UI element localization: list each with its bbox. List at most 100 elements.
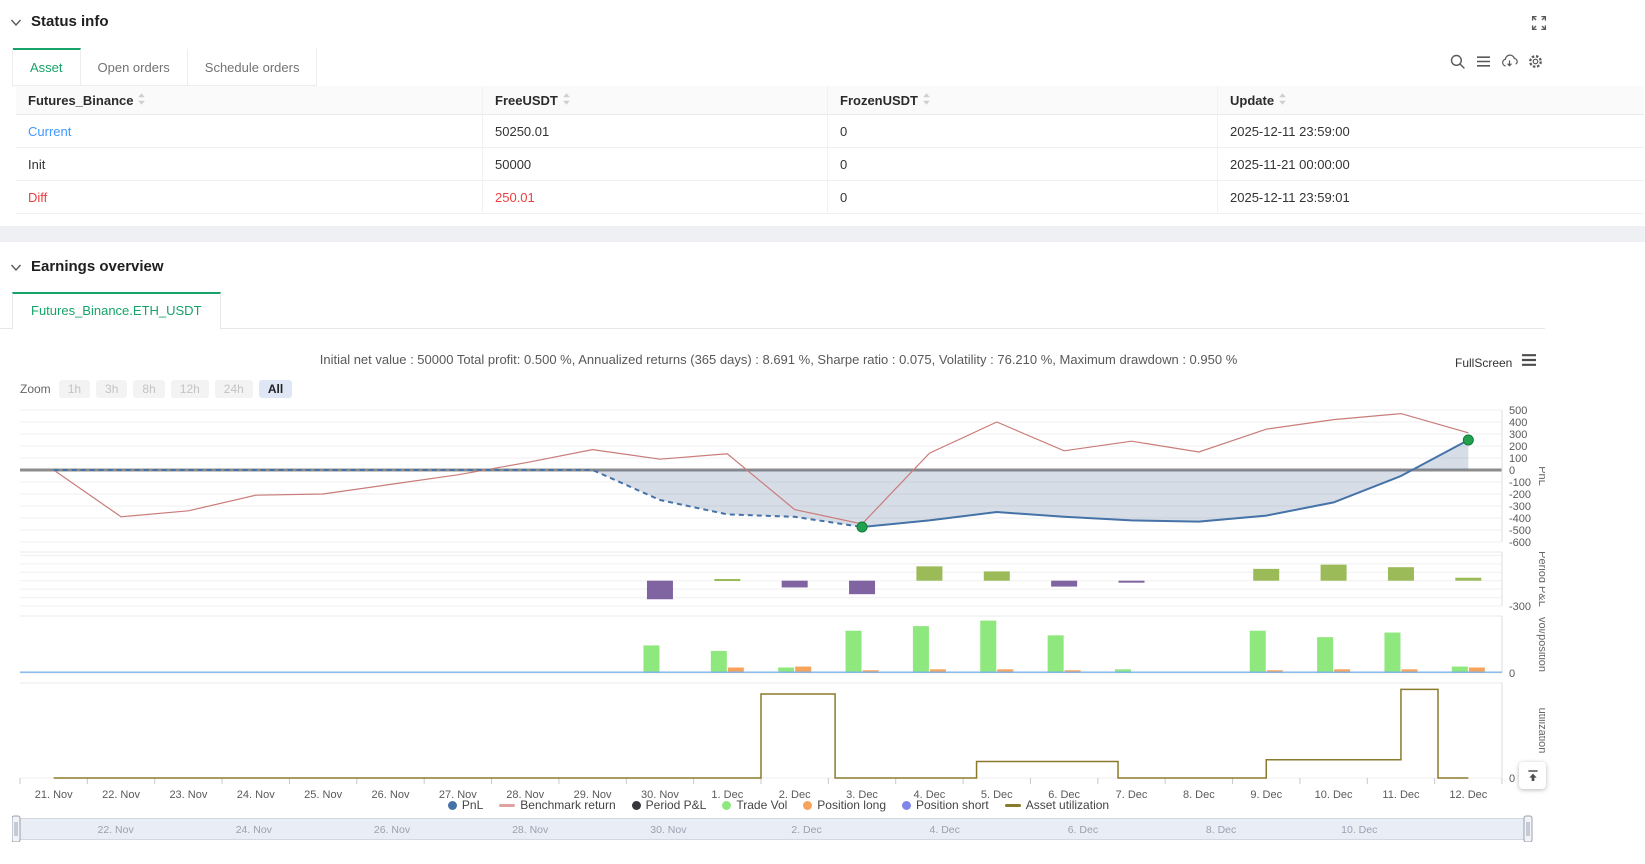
earnings-overview-section: Earnings overview Futures_Binance.ETH_US…	[0, 242, 1645, 864]
legend-label: Benchmark return	[520, 798, 616, 812]
cloud-download-icon[interactable]	[1501, 53, 1518, 70]
svg-text:28. Nov: 28. Nov	[512, 824, 549, 836]
tab-schedule-orders[interactable]: Schedule orders	[187, 48, 317, 85]
chart-menu-icon[interactable]	[1521, 353, 1537, 372]
sort-caret-icon[interactable]	[1278, 92, 1287, 109]
legend-item-trade-vol[interactable]: Trade Vol	[722, 798, 787, 812]
legend-item-period-p-l[interactable]: Period P&L	[631, 798, 707, 812]
column-label: FreeUSDT	[495, 92, 558, 108]
svg-text:6. Dec: 6. Dec	[1068, 824, 1098, 836]
legend-item-asset-utilization[interactable]: Asset utilization	[1004, 798, 1110, 812]
svg-text:10. Dec: 10. Dec	[1341, 824, 1377, 836]
svg-text:26. Nov: 26. Nov	[372, 789, 410, 801]
legend-marker	[902, 800, 911, 810]
svg-text:7. Dec: 7. Dec	[1116, 789, 1148, 801]
svg-text:-300: -300	[1509, 601, 1531, 613]
zoom-option-8h[interactable]: 8h	[133, 380, 165, 398]
svg-text:4. Dec: 4. Dec	[914, 789, 946, 801]
tab-asset[interactable]: Asset	[13, 48, 81, 85]
collapse-chevron-icon[interactable]	[10, 18, 22, 28]
zoom-range-selector: Zoom 1h 3h 8h 12h 24h All	[20, 380, 293, 398]
cell: 50250.01	[482, 114, 828, 148]
svg-text:500: 500	[1509, 405, 1527, 417]
legend-item-position-long[interactable]: Position long	[803, 798, 886, 812]
svg-text:11. Dec: 11. Dec	[1382, 789, 1420, 801]
column-header-update[interactable]: Update	[1217, 86, 1644, 115]
cell: 0	[827, 180, 1218, 214]
legend-item-position-short[interactable]: Position short	[902, 798, 989, 812]
svg-text:4. Dec: 4. Dec	[930, 824, 960, 836]
fullscreen-expand-icon[interactable]	[1530, 14, 1548, 32]
svg-text:0: 0	[1509, 465, 1515, 477]
fullscreen-button[interactable]: FullScreen	[1455, 355, 1513, 370]
sort-caret-icon[interactable]	[137, 92, 146, 109]
svg-text:22. Nov: 22. Nov	[98, 824, 135, 836]
svg-text:5. Dec: 5. Dec	[981, 789, 1013, 801]
zoom-option-1h[interactable]: 1h	[58, 380, 91, 398]
svg-text:23. Nov: 23. Nov	[169, 789, 207, 801]
search-icon[interactable]	[1449, 53, 1466, 70]
svg-text:2. Dec: 2. Dec	[791, 824, 821, 836]
svg-text:30. Nov: 30. Nov	[650, 824, 687, 836]
svg-text:-100: -100	[1509, 477, 1531, 489]
collapse-chevron-icon[interactable]	[10, 263, 22, 273]
svg-text:30. Nov: 30. Nov	[641, 789, 679, 801]
svg-text:-600: -600	[1509, 537, 1531, 549]
back-to-top-button[interactable]	[1519, 762, 1546, 789]
svg-text:100: 100	[1509, 453, 1527, 465]
svg-text:-400: -400	[1509, 513, 1531, 525]
legend-item-benchmark-return[interactable]: Benchmark return	[499, 798, 616, 812]
chart-svg: 5004003002001000-100-200-300-400-500-600…	[11, 405, 1548, 843]
column-header-freeusdt[interactable]: FreeUSDT	[482, 86, 828, 115]
column-label: FrozenUSDT	[840, 92, 918, 108]
zoom-option-24h[interactable]: 24h	[214, 380, 253, 398]
svg-text:PnL: PnL	[1536, 466, 1545, 486]
cell[interactable]: Current	[16, 114, 483, 148]
earnings-chart[interactable]: 500 400 300 200 100 0 -100 -200 -300 -400 -500 -600…	[11, 402, 1548, 843]
legend-marker	[447, 800, 457, 810]
legend-marker	[722, 800, 732, 810]
status-info-section: Status info Asset Open orders Schedule ord…	[0, 0, 1645, 226]
column-header-futures-binance[interactable]: Futures_Binance	[16, 86, 483, 115]
cell: Diff	[16, 180, 483, 214]
asset-table: Futures_Binance FreeUSDT FrozenUSDT Update …	[16, 86, 1644, 214]
zoom-option-12h[interactable]: 12h	[170, 380, 209, 398]
menu-icon[interactable]	[1475, 53, 1492, 70]
svg-text:8. Dec: 8. Dec	[1183, 789, 1215, 801]
sort-caret-icon[interactable]	[922, 92, 931, 109]
zoom-option-3h[interactable]: 3h	[96, 380, 128, 398]
svg-text:24. Nov: 24. Nov	[236, 824, 273, 836]
svg-text:24. Nov: 24. Nov	[237, 789, 275, 801]
column-header-frozenusdt[interactable]: FrozenUSDT	[827, 86, 1218, 115]
datazoom-right-handle[interactable]	[1523, 815, 1533, 843]
cell: 50000	[482, 147, 828, 181]
chart-controls: FullScreen	[1455, 353, 1537, 372]
tab-open-orders[interactable]: Open orders	[80, 48, 188, 85]
settings-gear-icon[interactable]	[1527, 53, 1544, 70]
table-row-current: Current 50250.01 0 2025-12-11 23:59:00	[16, 114, 1644, 148]
legend-item-pnl[interactable]: PnL	[447, 798, 483, 812]
tab-futures-binance-eth-usdt[interactable]: Futures_Binance.ETH_USDT	[12, 292, 221, 330]
svg-text:10. Dec: 10. Dec	[1315, 789, 1353, 801]
tab-underline	[0, 328, 1545, 329]
cell: 2025-11-21 00:00:00	[1217, 147, 1644, 181]
zoom-option-all[interactable]: All	[258, 380, 293, 398]
legend-marker	[803, 800, 813, 810]
svg-text:0: 0	[1509, 773, 1515, 785]
datazoom-slider[interactable]: 22. Nov 24. Nov 26. Nov 28. Nov 30. Nov 2. De…	[11, 815, 1533, 843]
svg-text:200: 200	[1509, 441, 1527, 453]
legend-label: Position short	[916, 798, 989, 812]
cell: 0	[827, 147, 1218, 181]
datazoom-left-handle[interactable]	[11, 815, 21, 843]
legend-label: Asset utilization	[1025, 798, 1110, 812]
chart-legend: PnL Benchmark return Period P&L Trade Vol Po…	[12, 798, 1545, 812]
svg-text:29. Nov: 29. Nov	[574, 789, 612, 801]
cell: 2025-12-11 23:59:00	[1217, 114, 1644, 148]
sort-caret-icon[interactable]	[562, 92, 571, 109]
legend-label: Trade Vol	[736, 798, 788, 812]
section-divider	[0, 226, 1645, 242]
table-row-init: Init 50000 0 2025-11-21 00:00:00	[16, 147, 1644, 181]
legend-label: Period P&L	[645, 798, 707, 812]
svg-text:0: 0	[1509, 668, 1515, 680]
performance-stats: Initial net value : 50000 Total profit: …	[319, 352, 1238, 367]
